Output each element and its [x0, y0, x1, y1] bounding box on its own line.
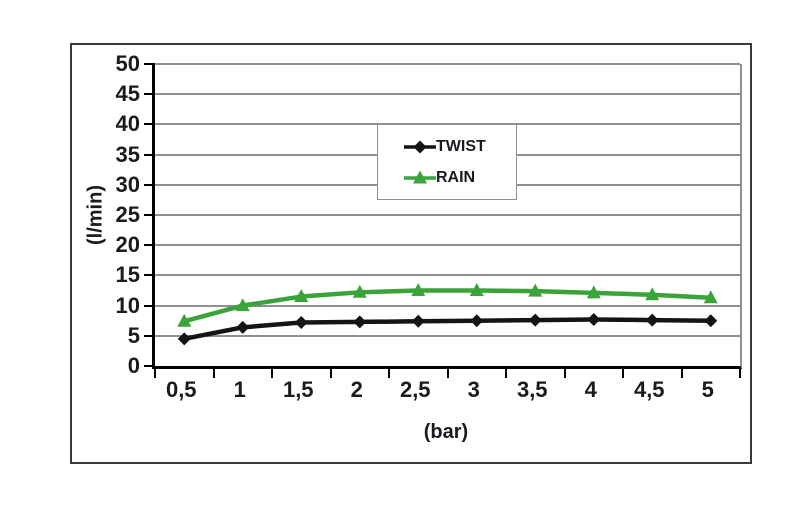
twist-marker — [353, 315, 367, 329]
rain-marker — [235, 298, 250, 312]
rain-marker — [469, 283, 484, 296]
gridline — [155, 304, 740, 307]
y-axis-tick — [144, 304, 155, 307]
x-tick-label: 3,5 — [516, 377, 548, 402]
x-tick-label: 1,5 — [282, 377, 314, 402]
gridline — [155, 93, 740, 96]
x-axis-tick — [388, 369, 390, 378]
x-axis-tick — [505, 369, 507, 378]
rain-marker — [528, 283, 543, 297]
y-tick-label: 50 — [115, 51, 140, 76]
legend-entry-rain: RAIN — [404, 169, 516, 187]
x-tick-label: 4,5 — [633, 377, 665, 402]
legend: TWIST RAIN — [377, 124, 517, 200]
x-tick-label: 5 — [701, 377, 714, 402]
twist-marker — [177, 332, 191, 346]
y-tick-label: 45 — [115, 81, 140, 107]
y-axis-tick — [144, 214, 155, 216]
x-axis-tick — [563, 369, 566, 378]
x-axis-tick — [329, 369, 332, 378]
y-tick-label: 0 — [127, 353, 140, 378]
y-tick-label: 30 — [115, 171, 140, 197]
x-tick-label: 2 — [350, 377, 363, 402]
y-tick-label: 40 — [115, 111, 140, 137]
plot-area — [144, 63, 742, 378]
y-axis-tick — [144, 334, 155, 337]
rain-marker — [645, 287, 660, 301]
gridline — [155, 274, 740, 277]
x-axis-tick-labels: 0,5 1 1,5 2 2,5 3 3,5 4 4,5 5 — [152, 377, 740, 403]
rain-marker — [177, 313, 192, 327]
rain-series-line — [183, 288, 711, 324]
x-tick-label: 4 — [584, 377, 597, 402]
y-axis-tick — [144, 153, 155, 156]
rain-line-marker-icon — [404, 170, 436, 185]
x-axis-tick — [271, 369, 273, 378]
rain-marker — [294, 289, 309, 303]
twist-line-marker-icon — [404, 140, 436, 154]
chart-frame: 0 5 10 15 20 25 30 35 40 45 50 0,5 1 1,5 2 2,5 3 3,5 4 4,5… — [70, 43, 752, 464]
legend-entry-twist: TWIST — [404, 138, 516, 156]
y-axis-tick — [144, 244, 155, 247]
x-tick-label: 2,5 — [399, 377, 431, 402]
y-tick-label: 35 — [115, 141, 140, 167]
legend-label-twist: TWIST — [436, 137, 486, 155]
rain-marker — [352, 284, 367, 298]
y-tick-label: 20 — [115, 232, 140, 258]
rain-marker — [703, 290, 718, 304]
twist-marker — [411, 314, 425, 328]
y-axis-tick — [144, 123, 155, 126]
x-axis-title: (bar) — [423, 421, 469, 443]
rain-marker — [411, 283, 426, 296]
rain-marker — [586, 285, 601, 299]
y-axis-tick — [144, 93, 155, 96]
y-tick-label: 15 — [115, 262, 140, 288]
twist-marker — [704, 314, 718, 328]
y-tick-label: 25 — [115, 202, 140, 227]
x-axis-tick — [212, 369, 215, 378]
y-axis-tick — [144, 274, 155, 277]
x-axis-tick — [446, 369, 449, 378]
y-axis-title: (l/min) — [84, 185, 107, 245]
y-axis-tick — [144, 63, 155, 65]
twist-marker — [587, 312, 601, 326]
gridline — [155, 244, 740, 247]
gridline — [155, 63, 740, 65]
twist-series-line — [183, 317, 711, 342]
x-tick-label: 3 — [467, 377, 480, 402]
y-tick-label: 5 — [127, 322, 140, 348]
x-axis-tick — [739, 369, 741, 378]
x-axis-tick — [622, 369, 624, 378]
y-tick-label: 10 — [115, 292, 140, 318]
y-axis-tick — [144, 183, 155, 186]
x-tick-label: 1 — [233, 377, 246, 402]
twist-marker — [294, 316, 308, 330]
x-axis-tick — [680, 369, 683, 378]
y-axis-tick — [144, 365, 155, 367]
gridline — [155, 334, 740, 337]
legend-label-rain: RAIN — [436, 168, 476, 186]
x-axis-tick — [154, 369, 156, 378]
series-plot — [177, 283, 718, 346]
twist-marker — [645, 313, 659, 327]
twist-marker — [528, 313, 542, 327]
twist-marker — [236, 320, 250, 334]
y-axis-tick-labels: 0 5 10 15 20 25 30 35 40 45 50 — [72, 51, 140, 378]
x-tick-label: 0,5 — [165, 377, 197, 402]
twist-marker — [470, 314, 484, 328]
gridline — [155, 214, 740, 216]
